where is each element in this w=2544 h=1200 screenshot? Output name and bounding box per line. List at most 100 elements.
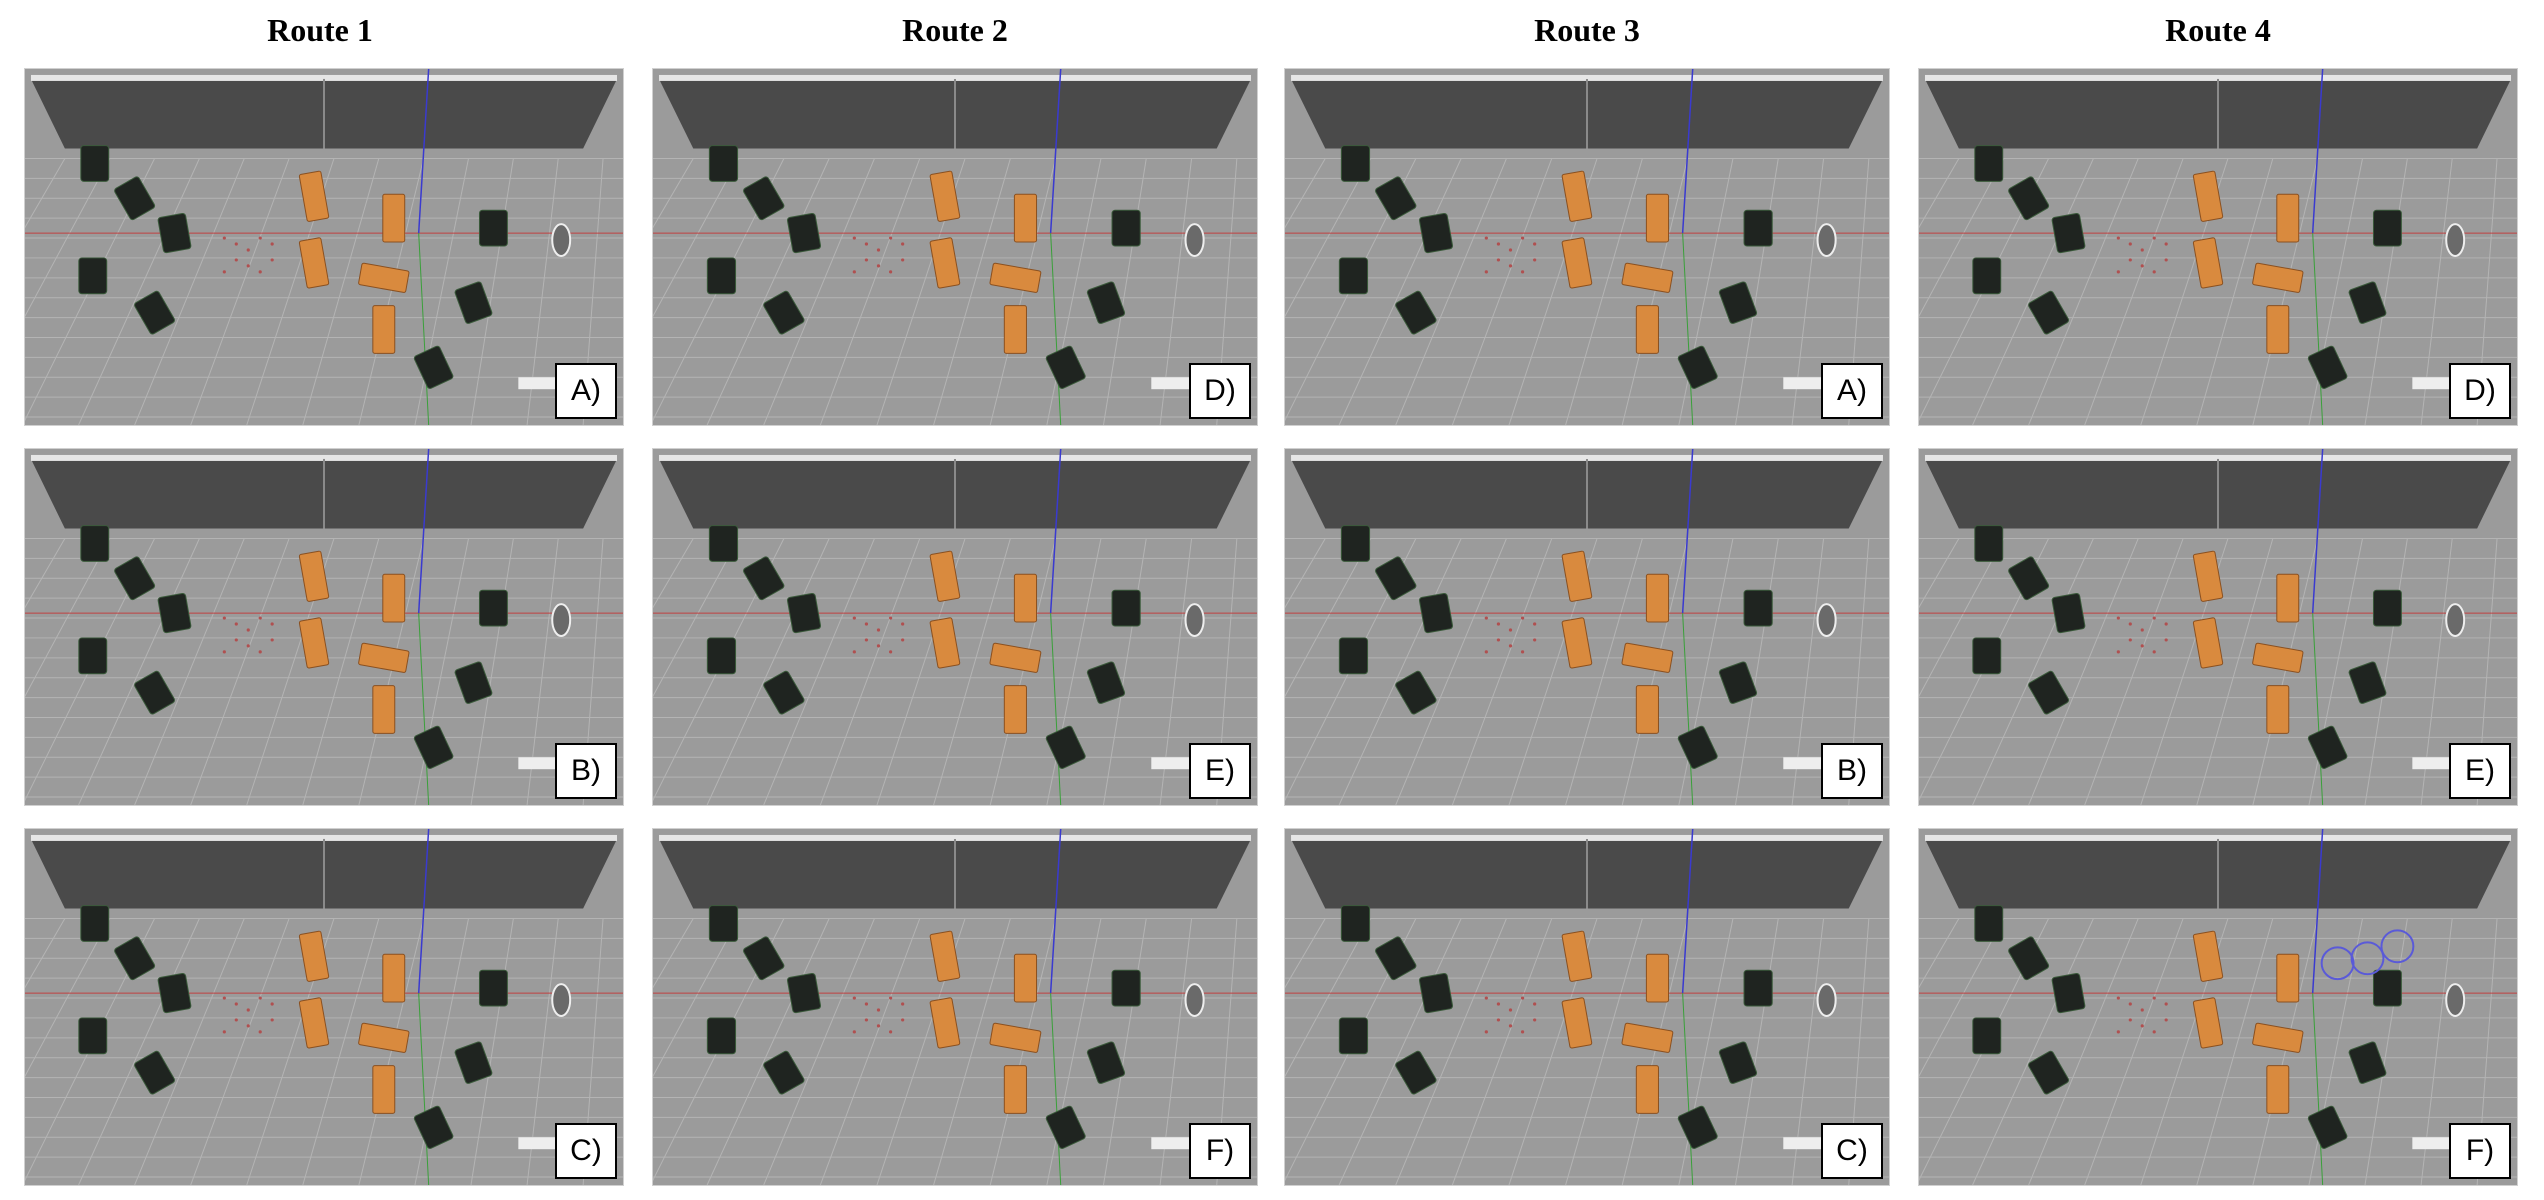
cabinet — [157, 973, 192, 1014]
z-axis-line — [417, 69, 430, 234]
grid-line — [1565, 538, 1643, 805]
path-marker — [1484, 236, 1488, 240]
grid-line — [25, 538, 66, 609]
grid-line — [302, 158, 380, 425]
grid-line — [989, 918, 1057, 1185]
path-marker — [1496, 1018, 1501, 1022]
path-marker — [270, 1018, 274, 1022]
cabinet — [1340, 525, 1371, 562]
path-marker — [2152, 1030, 2156, 1034]
cabinet — [763, 670, 805, 715]
grid-line — [2364, 538, 2408, 805]
path-marker — [246, 1008, 250, 1012]
person — [551, 603, 572, 637]
cabinet — [1743, 209, 1773, 247]
path-marker — [852, 236, 856, 240]
path-marker — [258, 650, 262, 654]
grid-line — [414, 158, 470, 425]
path-marker — [270, 1002, 274, 1006]
person — [1184, 983, 1205, 1017]
grid-line — [78, 918, 200, 1185]
cabinet — [1340, 905, 1371, 942]
grid-line — [653, 918, 694, 989]
path-marker — [270, 258, 274, 262]
grid-line — [1285, 918, 1326, 989]
path-marker — [1496, 242, 1501, 246]
path-marker — [888, 236, 893, 240]
path-marker — [1484, 650, 1488, 654]
cabinet — [134, 1050, 176, 1095]
crate — [989, 642, 1042, 673]
path-marker — [1520, 1030, 1525, 1034]
path-marker — [2116, 650, 2120, 654]
grid-line — [1338, 538, 1462, 805]
cabinet — [706, 257, 737, 295]
grid-line — [1046, 918, 1102, 1185]
grid-line — [1102, 158, 1147, 425]
grid-line — [1285, 918, 1372, 1078]
crate — [2192, 997, 2224, 1049]
crate — [2252, 1022, 2304, 1053]
cabinet — [1395, 290, 1437, 335]
crate — [1645, 573, 1670, 623]
grid-line — [2196, 538, 2274, 805]
simulation-scene — [1919, 449, 2517, 805]
wall-top — [1291, 74, 1883, 81]
grid-line — [989, 158, 1057, 425]
grid-line — [2308, 538, 2364, 805]
highlight-circle — [2380, 929, 2415, 964]
cabinet — [743, 556, 785, 601]
cabinet — [1086, 1041, 1126, 1084]
grid-line — [653, 918, 740, 1078]
path-marker — [234, 1002, 238, 1006]
grid-line — [25, 918, 111, 1078]
person — [1816, 603, 1837, 637]
cabinet — [2008, 556, 2050, 601]
path-marker — [888, 616, 893, 620]
cabinet — [478, 589, 508, 627]
wall-top — [1924, 834, 2512, 841]
scene-panel-route1-a: A) — [24, 68, 624, 426]
route-3-title: Route 3 — [1534, 12, 1640, 48]
panel-label: D) — [2449, 363, 2511, 419]
path-marker — [2152, 996, 2156, 1000]
cabinet — [2307, 345, 2348, 389]
cabinet — [1111, 969, 1141, 1007]
path-marker — [2128, 1018, 2132, 1022]
grid-line — [414, 918, 470, 1185]
cabinet — [114, 556, 156, 601]
cabinet — [1111, 589, 1141, 627]
cabinet — [786, 213, 822, 254]
path-marker — [222, 650, 226, 654]
crate — [298, 550, 330, 602]
grid-line — [819, 538, 921, 805]
crate — [1561, 617, 1593, 669]
crate — [929, 237, 961, 289]
y-axis-line — [418, 613, 430, 805]
simulation-scene — [1919, 829, 2517, 1185]
panel-label: C) — [555, 1123, 617, 1179]
path-marker — [1520, 270, 1525, 274]
crate — [2276, 193, 2300, 243]
z-axis-line — [1049, 829, 1062, 994]
grid-line — [1621, 158, 1689, 425]
cabinet — [763, 290, 805, 335]
path-marker — [234, 622, 238, 626]
crate — [1561, 170, 1593, 222]
path-marker — [2128, 1002, 2132, 1006]
path-marker — [1533, 242, 1537, 246]
path-marker — [270, 622, 274, 626]
grid-line — [1338, 918, 1462, 1185]
person — [1816, 983, 1837, 1017]
cabinet — [413, 725, 454, 769]
path-marker — [876, 1008, 881, 1012]
dock — [2412, 757, 2453, 770]
scene-panel-route1-c: C) — [24, 828, 624, 1186]
grid-line — [1678, 158, 1734, 425]
cabinet — [2051, 593, 2086, 634]
path-marker — [852, 650, 856, 654]
cabinet — [1677, 1105, 1718, 1149]
cabinet — [2372, 209, 2402, 247]
cabinet — [708, 145, 739, 182]
path-marker — [246, 248, 250, 252]
